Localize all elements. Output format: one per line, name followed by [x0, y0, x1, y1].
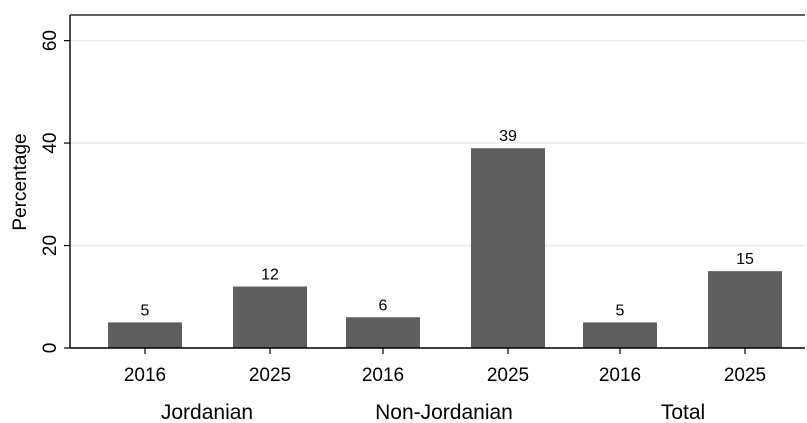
axes: [69, 14, 805, 349]
y-axis-title: Percentage: [10, 133, 31, 230]
bar: [708, 271, 782, 348]
data-label: 5: [141, 302, 150, 319]
data-label: 5: [616, 302, 625, 319]
y-tick-label: 0: [40, 343, 61, 354]
data-label: 12: [261, 267, 279, 284]
x-tick-label: 2016: [362, 365, 404, 386]
group-labels: Jordanian Non-Jordanian Total: [161, 401, 705, 423]
x-tick-label: 2016: [124, 365, 166, 386]
data-label: 39: [499, 128, 517, 145]
bar: [471, 148, 545, 348]
y-tick-label: 60: [40, 30, 61, 51]
bar: [108, 322, 182, 348]
y-axis-ticks: 0 20 40 60: [40, 30, 70, 353]
x-tick-label: 2016: [599, 365, 641, 386]
group-label: Jordanian: [161, 401, 253, 423]
bar: [233, 286, 307, 348]
x-tick-label: 2025: [487, 365, 529, 386]
bar: [346, 317, 420, 348]
x-tick-label: 2025: [724, 365, 766, 386]
group-label: Total: [661, 401, 705, 423]
data-label: 6: [379, 297, 388, 314]
y-tick-label: 20: [40, 235, 61, 256]
data-labels: 5 12 6 39 5 15: [141, 128, 754, 319]
y-tick-label: 40: [40, 133, 61, 154]
bar: [583, 322, 657, 348]
data-label: 15: [736, 251, 754, 268]
x-tick-label: 2025: [249, 365, 291, 386]
gridlines: [70, 39, 805, 247]
group-label: Non-Jordanian: [375, 401, 513, 423]
bars: [108, 148, 782, 348]
x-axis-ticks: 2016 2025 2016 2025 2016 2025: [124, 348, 766, 386]
